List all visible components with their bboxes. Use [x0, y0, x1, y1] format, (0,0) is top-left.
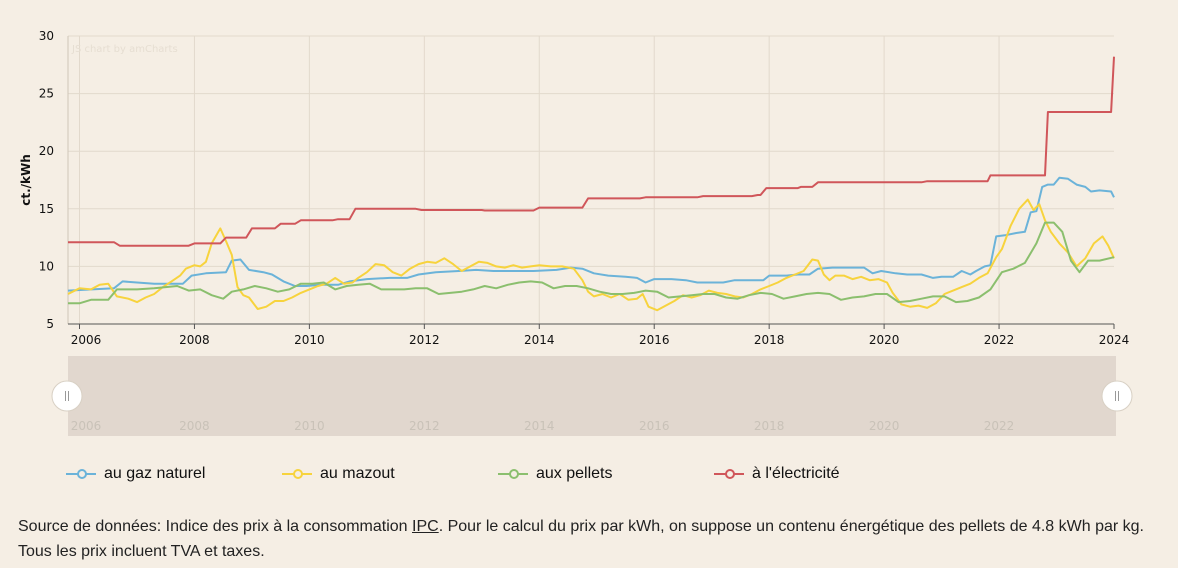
y-tick-label: 5	[46, 317, 54, 331]
scrollbar-tick-label: 2012	[409, 419, 440, 433]
x-tick-label: 2010	[294, 333, 325, 347]
scrollbar-right-grip[interactable]	[1101, 380, 1133, 412]
grip-circle	[1101, 380, 1133, 412]
legend-label: au mazout	[320, 465, 395, 482]
scrollbar-left-grip[interactable]	[51, 380, 83, 412]
legend-item-0[interactable]: au gaz naturel	[66, 462, 205, 486]
scrollbar-tick-label: 2022	[984, 419, 1015, 433]
legend-item-3[interactable]: à l'électricité	[714, 462, 840, 486]
legend-marker-icon	[66, 462, 96, 486]
legend-label: à l'électricité	[752, 465, 840, 482]
x-tick-label: 2022	[984, 333, 1015, 347]
footnote-text-after: . Pour le calcul du prix par kWh, on sup…	[18, 518, 1144, 560]
x-tick-label: 2024	[1099, 333, 1130, 347]
legend-marker-icon	[282, 462, 312, 486]
x-tick-label: 2008	[179, 333, 210, 347]
series-line-1	[67, 198, 1115, 312]
legend-label: aux pellets	[536, 465, 613, 482]
scrollbar-selection	[68, 356, 1116, 436]
legend-marker-icon	[714, 462, 744, 486]
legend-label: au gaz naturel	[104, 465, 206, 482]
legend: au gaz naturel au mazout aux pellets à l'él…	[66, 462, 1166, 486]
footnote-text-before: Source de données: Indice des prix à la …	[18, 518, 413, 535]
scrollbar-tick-label: 2008	[179, 419, 210, 433]
scrollbar-tick-label: 2020	[869, 419, 900, 433]
grip-circle	[51, 380, 83, 412]
y-tick-label: 30	[39, 29, 54, 43]
legend-item-2[interactable]: aux pellets	[498, 462, 613, 486]
chart-credit: JS chart by amCharts	[71, 44, 178, 55]
chart-area: 5 10 15 20 25 30 2006 2008 2010 2012 2014 2016 2018 2…	[19, 29, 1133, 436]
x-tick-label: 2018	[754, 333, 785, 347]
footnote: Source de données: Indice des prix à la …	[18, 514, 1168, 564]
x-tick-label: 2020	[869, 333, 900, 347]
x-tick-label: 2016	[639, 333, 670, 347]
scrollbar-tick-label: 2018	[754, 419, 785, 433]
series-line-2	[68, 221, 1115, 305]
series-line-0	[67, 176, 1115, 292]
y-axis-label: ct./kWh	[19, 154, 33, 206]
y-tick-label: 25	[39, 87, 54, 101]
scrollbar-tick-label: 2006	[71, 419, 102, 433]
series-line-3	[68, 56, 1115, 247]
y-tick-label: 15	[39, 202, 54, 216]
x-tick-label: 2014	[524, 333, 555, 347]
y-tick-label: 20	[39, 144, 54, 158]
legend-marker-icon	[498, 462, 528, 486]
scrollbar-tick-label: 2014	[524, 419, 555, 433]
x-tick-label: 2006	[71, 333, 102, 347]
scrollbar-tick-label: 2010	[294, 419, 325, 433]
x-tick-label: 2012	[409, 333, 440, 347]
y-tick-label: 10	[39, 259, 54, 273]
line-chart: 5 10 15 20 25 30 2006 2008 2010 2012 2014 2016 2018 2…	[19, 29, 1133, 436]
legend-item-1[interactable]: au mazout	[282, 462, 395, 486]
ipc-link[interactable]: IPC	[412, 518, 439, 535]
scrollbar-tick-label: 2016	[639, 419, 670, 433]
